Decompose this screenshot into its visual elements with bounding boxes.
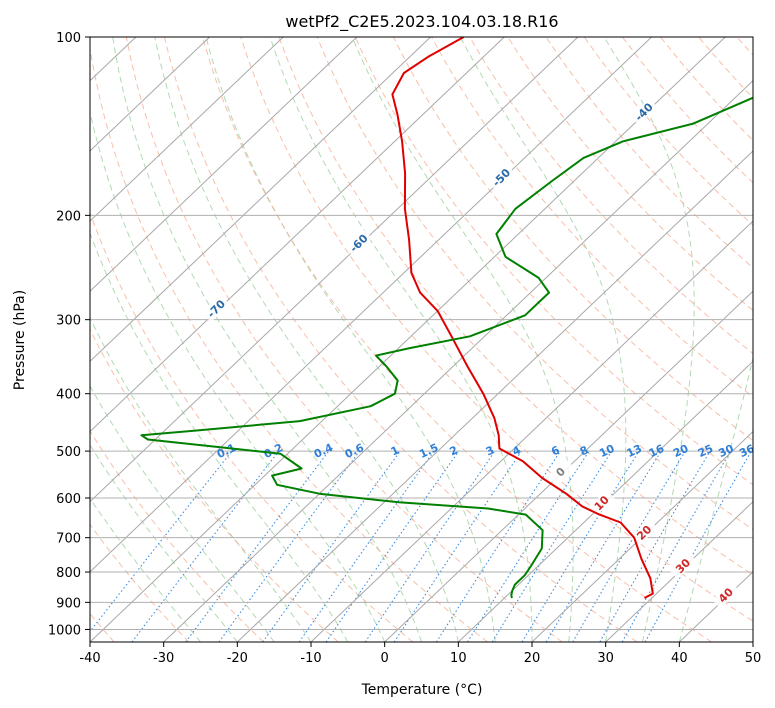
isotherm-label-bg <box>587 489 615 517</box>
mixing-ratio-label: 10 <box>597 442 617 460</box>
x-tick-label: 50 <box>745 651 762 666</box>
isotherm-line <box>90 37 358 292</box>
y-tick-label: 600 <box>56 492 81 507</box>
isotherm-line <box>90 37 284 222</box>
isotherm-label-bg <box>546 458 574 486</box>
isotherm-label-bg <box>630 519 658 546</box>
temperature-line <box>391 37 654 599</box>
moist-adiabat <box>459 37 627 642</box>
dry-adiabat <box>125 37 563 642</box>
plot-frame <box>89 36 754 643</box>
x-tick-label: -10 <box>300 651 321 666</box>
isotherm-label-bg <box>345 229 373 257</box>
sounding-series <box>140 37 753 599</box>
x-tick-label: 40 <box>671 651 688 666</box>
isotherm-line <box>90 37 579 503</box>
y-tick-label: 800 <box>56 566 81 581</box>
isotherm-label-bg <box>630 98 658 126</box>
dry-adiabat <box>278 37 753 576</box>
mixing-ratio-label: 13 <box>625 442 644 460</box>
moist-adiabat <box>90 444 238 642</box>
isotherm-line <box>236 150 753 642</box>
isotherm-label-bg <box>712 581 740 609</box>
moist-adiabat <box>90 384 275 642</box>
isotherm-line <box>457 360 753 642</box>
mixing-ratio-line <box>218 450 361 642</box>
y-axis-label: Pressure (hPa) <box>12 290 28 390</box>
y-tick-label: 1000 <box>48 623 81 638</box>
moist-adiabat <box>351 37 574 642</box>
dry-adiabat <box>392 37 753 442</box>
y-tick-label: 200 <box>56 209 81 224</box>
x-tick-label: 30 <box>597 651 614 666</box>
isotherm-line <box>163 80 753 642</box>
mixing-ratio-line <box>262 450 401 642</box>
mixing-ratio-label: 25 <box>696 442 715 460</box>
isotherm-line <box>90 37 431 363</box>
moist-adiabat <box>112 37 422 642</box>
x-axis-ticks: -40 -30 -20 -10 0 10 20 30 40 50 <box>79 642 761 666</box>
dry-adiabat <box>90 45 488 642</box>
moist-adiabat <box>90 497 201 642</box>
x-tick-label: 20 <box>524 651 541 666</box>
mixing-ratio-line <box>298 450 435 642</box>
dry-adiabat <box>90 328 339 642</box>
y-tick-label: 300 <box>56 314 81 329</box>
moist-adiabat <box>205 37 496 642</box>
x-axis-label: Temperature (°C) <box>361 682 483 698</box>
mixing-ratio-line <box>435 450 561 642</box>
dry-adiabat <box>240 37 753 622</box>
y-tick-label: 100 <box>56 31 81 46</box>
y-tick-label: 500 <box>56 445 81 460</box>
mixing-ratio-label: 20 <box>671 442 691 460</box>
dewpoint-line <box>140 96 753 599</box>
moist-adiabat <box>154 37 459 642</box>
x-tick-label: 10 <box>450 651 467 666</box>
mixing-ratio-line <box>467 450 590 642</box>
isotherm-line <box>90 37 210 152</box>
mixing-ratio-labels: 0.1 0.2 0.4 0.6 1 1.5 2 3 4 6 8 10 13 16 20 25 30 36 <box>215 441 757 461</box>
isotherm-line <box>90 37 726 642</box>
mixing-ratio-line <box>325 450 460 642</box>
x-tick-label: -20 <box>227 651 248 666</box>
moist-adiabat <box>269 37 533 642</box>
isotherm-label-bg <box>202 295 230 323</box>
mixing-ratio-line <box>364 450 496 642</box>
mixing-ratio-label: 30 <box>716 442 736 460</box>
dry-adiabat <box>431 37 753 398</box>
isotherm-line <box>310 220 753 642</box>
dry-adiabat <box>507 37 753 312</box>
y-tick-label: 900 <box>56 596 81 611</box>
mixing-ratio-label: 36 <box>737 442 757 460</box>
isotherm-line <box>605 500 753 642</box>
isobar-gridlines <box>90 37 753 630</box>
y-tick-label: 700 <box>56 532 81 547</box>
moist-adiabat <box>90 231 349 642</box>
mixing-ratio-line <box>521 450 640 642</box>
y-tick-label: 400 <box>56 388 81 403</box>
background-lines <box>90 37 753 642</box>
mixing-ratio-line <box>185 450 330 642</box>
moist-adiabat <box>678 355 753 642</box>
x-tick-label: -30 <box>153 651 174 666</box>
moist-adiabat <box>603 37 695 642</box>
x-tick-label: -40 <box>79 651 100 666</box>
chart-title: wetPf2_C2E5.2023.104.03.18.R16 <box>285 12 558 32</box>
isotherm-line <box>384 290 753 642</box>
dry-adiabat <box>469 37 753 355</box>
mixing-ratio-label: 16 <box>647 442 667 460</box>
dry-adiabat <box>163 37 638 642</box>
isotherm-label-bg <box>487 164 515 191</box>
isotherm-line <box>90 37 505 433</box>
y-axis-ticks: 100 200 300 400 500 600 700 800 900 1000 <box>48 31 90 638</box>
dry-adiabat <box>354 37 753 486</box>
isotherm-label-bg <box>669 552 697 580</box>
isotherm-line <box>90 37 652 573</box>
mixing-ratio-line <box>621 450 732 642</box>
x-tick-label: 0 <box>381 651 389 666</box>
